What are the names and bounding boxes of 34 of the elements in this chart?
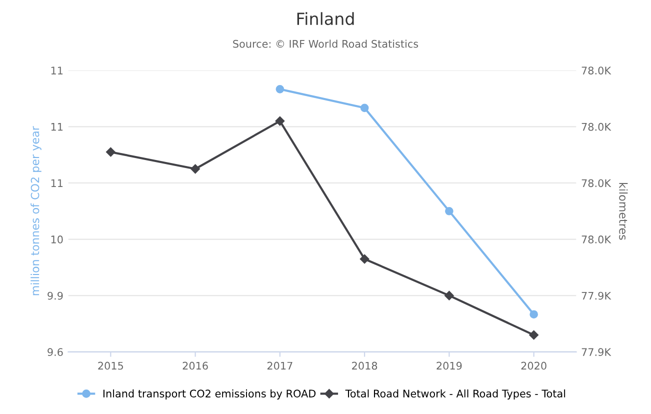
chart-title: Finland — [297, 12, 354, 26]
y-axis-title: million tonnes of CO2 per year — [30, 126, 42, 296]
x-tick-label: 2019 — [436, 362, 462, 370]
point — [529, 330, 538, 340]
y2-tick-label: 77.9K — [582, 292, 612, 300]
y-tick-label: 11 — [51, 66, 63, 74]
point — [360, 254, 370, 264]
y-tick-label: 10 — [51, 236, 63, 244]
y2-tick-label: 78.0K — [582, 179, 612, 188]
point — [106, 147, 116, 157]
point — [190, 164, 200, 174]
legend-label: Total Road Network - All Road Types - Total — [345, 389, 566, 400]
point — [444, 290, 454, 300]
y2-tick-label: 78.0K — [582, 236, 612, 244]
y2-axis-title: kilometres — [619, 182, 628, 240]
legend-label: Inland transport CO2 emissions by ROAD — [103, 389, 316, 400]
y2-tick-label: 78.0K — [582, 122, 612, 131]
x-tick-label: 2016 — [182, 362, 208, 370]
x-tick-label: 2015 — [98, 362, 124, 370]
point — [360, 104, 369, 112]
x-tick-label: 2017 — [267, 362, 292, 370]
y-tick-label: 9.9 — [48, 292, 63, 300]
point — [530, 310, 538, 319]
point — [445, 206, 454, 216]
y-tick-label: 11 — [51, 179, 63, 187]
x-tick-label: 2018 — [352, 362, 378, 370]
x-tick-label: 2020 — [521, 362, 546, 370]
chart-subtitle: Source: © IRF World Road Statistics — [233, 40, 418, 48]
y2-tick-label: 78.0K — [582, 66, 612, 74]
y-tick-label: 11 — [51, 123, 63, 131]
y2-tick-label: 77.9K — [582, 348, 612, 356]
y-tick-label: 9.6 — [48, 348, 63, 356]
point — [275, 116, 285, 126]
point — [276, 84, 284, 94]
